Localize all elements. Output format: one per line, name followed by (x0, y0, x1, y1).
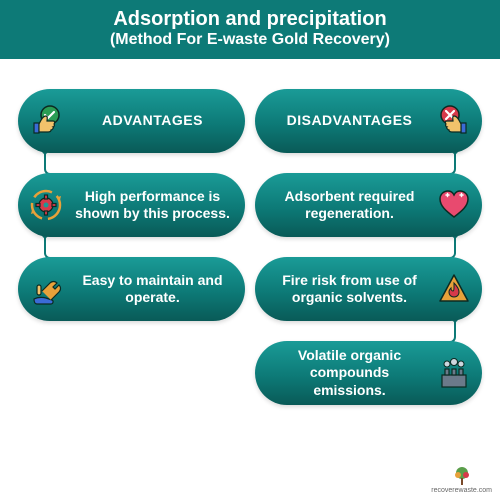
fire-warning-icon (434, 269, 474, 309)
advantages-column: ADVANTAGES High performance is shown by … (18, 89, 245, 405)
disadvantage-item: Volatile organic compounds emissions. (255, 341, 482, 405)
wrench-hand-icon (26, 269, 66, 309)
footer-logo: recoverewaste.com (431, 466, 492, 494)
page-title: Adsorption and precipitation (0, 8, 500, 31)
disadvantages-heading-pill: DISADVANTAGES (255, 89, 482, 153)
connector (448, 319, 456, 343)
heart-plus-icon (434, 185, 474, 225)
connector (448, 235, 456, 259)
factory-smoke-icon (434, 353, 474, 393)
columns-container: ADVANTAGES High performance is shown by … (0, 89, 500, 405)
advantage-item: High performance is shown by this proces… (18, 173, 245, 237)
connector (44, 235, 52, 259)
advantages-heading-pill: ADVANTAGES (18, 89, 245, 153)
tree-logo-icon (451, 466, 473, 486)
disadvantage-item: Adsorbent required regeneration. (255, 173, 482, 237)
advantage-item: Easy to maintain and operate. (18, 257, 245, 321)
disadvantage-item: Fire risk from use of organic solvents. (255, 257, 482, 321)
connector (44, 151, 52, 175)
page-header: Adsorption and precipitation (Method For… (0, 0, 500, 59)
thumbs-up-check-icon (26, 101, 66, 141)
page-subtitle: (Method For E-waste Gold Recovery) (0, 31, 500, 49)
footer-logo-text: recoverewaste.com (431, 487, 492, 494)
thumbs-down-x-icon (434, 101, 474, 141)
connector (448, 151, 456, 175)
disadvantages-column: DISADVANTAGES Adsorbent required regener… (255, 89, 482, 405)
gear-cycle-icon (26, 185, 66, 225)
